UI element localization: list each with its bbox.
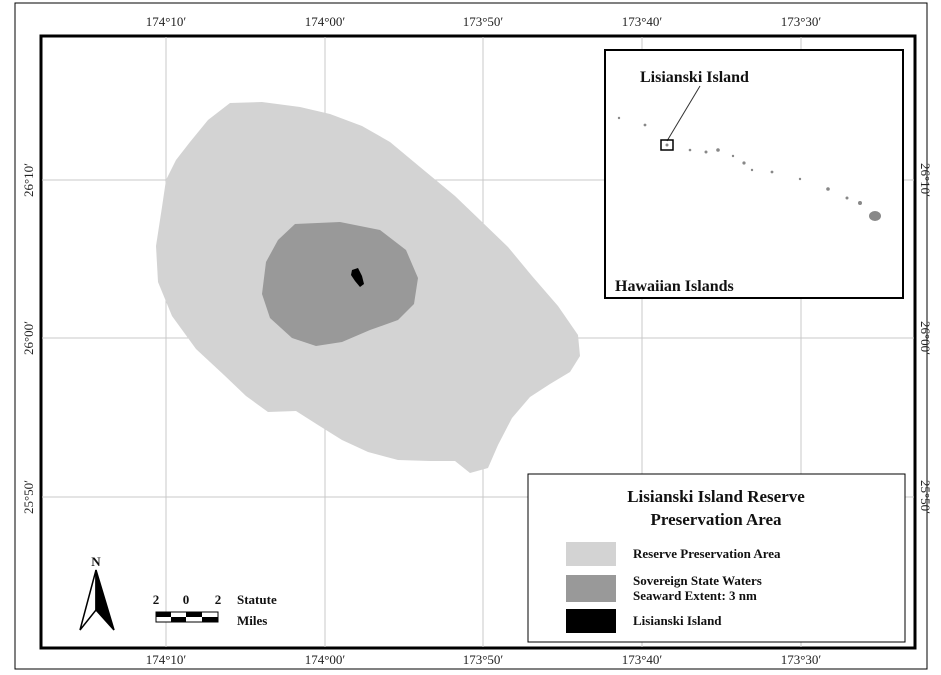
inset-region-label: Hawaiian Islands (615, 278, 734, 295)
outer-frame (14, 2, 928, 670)
lat-label-left-3: 25°50′ (21, 480, 36, 514)
scale-tick-label-1: 2 (153, 592, 160, 607)
lon-label-top-3: 173°50′ (463, 14, 504, 29)
lat-label-left-1: 26°10′ (21, 163, 36, 197)
sovereign-state-waters (262, 222, 418, 346)
north-arrow-label: N (91, 554, 101, 569)
lon-label-top-2: 174°00′ (305, 14, 346, 29)
lat-label-right-3: 25°50′ (918, 480, 933, 514)
legend-label-reserve: Reserve Preservation Area (633, 546, 781, 561)
lat-label-left-2: 26°00′ (21, 321, 36, 355)
north-arrow-right-half (95, 569, 115, 631)
lon-label-bottom-5: 173°30′ (781, 652, 822, 667)
lon-label-top-5: 173°30′ (781, 14, 822, 29)
lon-label-bottom-1: 174°10′ (146, 652, 187, 667)
inset-map: Lisianski Island Hawaiian Islands (604, 49, 904, 299)
legend-label-state-waters: Sovereign State Waters (633, 573, 762, 588)
lat-label-right-2: 26°00′ (918, 321, 933, 355)
legend-swatch-state-waters (566, 575, 616, 602)
scale-unit-line1: Statute (237, 592, 277, 607)
lisianski-island (351, 268, 364, 287)
scale-unit-line2: Miles (237, 613, 267, 628)
scale-tick-label-2: 0 (183, 592, 190, 607)
inset-island-label: Lisianski Island (640, 69, 749, 86)
lon-label-bottom-2: 174°00′ (305, 652, 346, 667)
lat-label-right-1: 26°10′ (918, 163, 933, 197)
inset-frame (604, 49, 904, 299)
scale-segment-3 (186, 612, 202, 617)
inset-locator-box (660, 139, 674, 151)
lon-label-top-1: 174°10′ (146, 14, 187, 29)
scale-segment-1 (156, 612, 171, 617)
lon-label-bottom-3: 173°50′ (463, 652, 504, 667)
scale-segment-4 (202, 617, 218, 622)
lon-label-top-4: 173°40′ (622, 14, 663, 29)
legend-swatch-island (566, 609, 616, 633)
lon-label-bottom-4: 173°40′ (622, 652, 663, 667)
scale-segment-2 (171, 617, 186, 622)
scale-tick-label-3: 2 (215, 592, 222, 607)
legend-title-line1: Lisianski Island Reserve (627, 487, 805, 506)
legend-swatch-reserve (566, 542, 616, 566)
legend-title-line2: Preservation Area (650, 510, 782, 529)
inset-leader-line (666, 85, 701, 142)
scale-bar: 2 0 2 Statute Miles (153, 592, 277, 628)
legend-label-state-waters-extent: Seaward Extent: 3 nm (633, 588, 757, 603)
legend: Lisianski Island Reserve Preservation Ar… (527, 473, 906, 643)
legend-label-island: Lisianski Island (633, 613, 722, 628)
inset-island-chain (617, 116, 881, 221)
north-arrow-icon: N (79, 554, 115, 631)
